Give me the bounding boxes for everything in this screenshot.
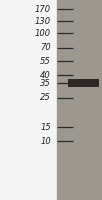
Text: 10: 10: [40, 136, 51, 146]
Bar: [68, 79, 99, 87]
Text: 130: 130: [35, 17, 51, 25]
Text: 70: 70: [40, 44, 51, 52]
Text: 35: 35: [40, 78, 51, 88]
Text: 40: 40: [40, 71, 51, 79]
Text: 170: 170: [35, 4, 51, 14]
Text: 55: 55: [40, 56, 51, 66]
Text: 25: 25: [40, 94, 51, 102]
Text: 100: 100: [35, 28, 51, 38]
Bar: [57, 0, 102, 200]
Text: 15: 15: [40, 122, 51, 132]
